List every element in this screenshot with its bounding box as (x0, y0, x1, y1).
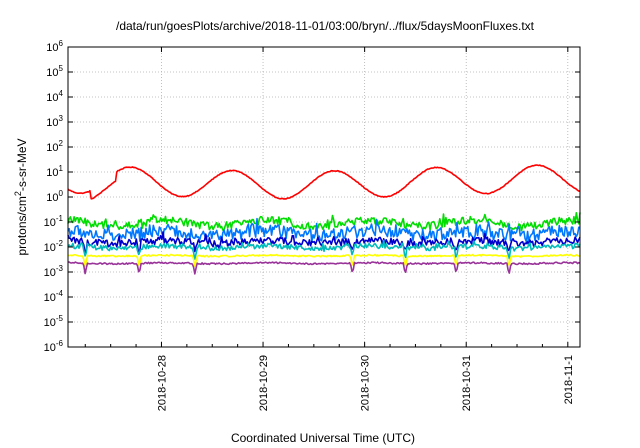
y-tick-label: 106 (46, 39, 63, 54)
y-tick-label: 104 (46, 89, 63, 104)
series-line (67, 239, 581, 260)
x-tick-label: 2018-10-30 (360, 355, 372, 411)
y-tick-label: 10-6 (44, 339, 64, 354)
x-tick-label: 2018-10-29 (258, 355, 270, 411)
y-tick-label: 100 (46, 189, 63, 204)
series-line (67, 217, 581, 243)
series-line (67, 231, 581, 256)
y-axis-label: protons/cm2-s-sr-MeV (13, 138, 29, 255)
grid-lines (68, 47, 580, 347)
chart-title: /data/run/goesPlots/archive/2018-11-01/0… (116, 19, 535, 33)
y-tick-label: 105 (46, 64, 63, 79)
y-tick-label: 102 (46, 139, 63, 154)
y-tick-label: 10-5 (44, 314, 64, 329)
x-tick-label: 2018-10-31 (461, 355, 473, 411)
y-tick-label: 10-2 (44, 239, 64, 254)
y-tick-label: 10-1 (44, 214, 64, 229)
axis-ticks: 10-6 10-5 10-4 10-3 10-2 10-1 100 101 102 103 104 1… (44, 39, 580, 411)
y-tick-label: 10-4 (44, 289, 64, 304)
y-tick-label: 103 (46, 114, 63, 129)
x-tick-label: 2018-10-28 (156, 355, 168, 411)
series-line (67, 253, 581, 268)
x-tick-label: 2018-11-1 (563, 355, 575, 404)
y-tick-label: 10-3 (44, 264, 64, 279)
series-line (67, 261, 581, 275)
series-line (67, 212, 581, 232)
y-tick-label: 101 (46, 164, 63, 179)
series-group (67, 164, 581, 275)
series-line (67, 164, 580, 200)
x-axis-label: Coordinated Universal Time (UTC) (231, 431, 415, 445)
